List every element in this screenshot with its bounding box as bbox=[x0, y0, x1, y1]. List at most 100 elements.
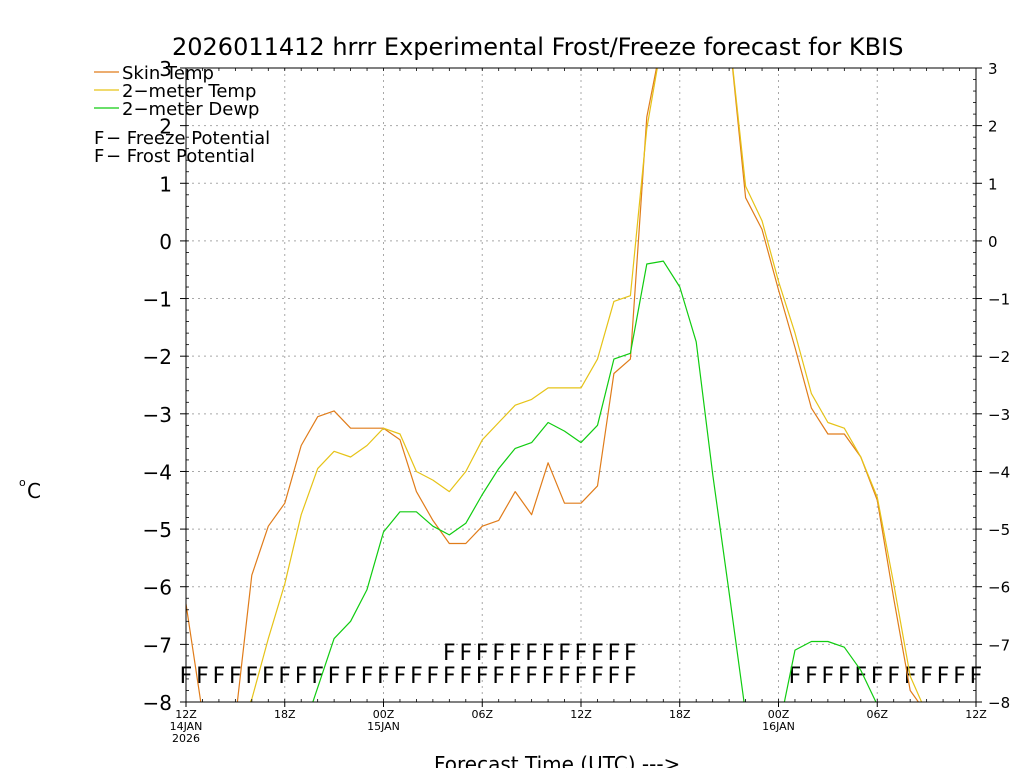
x-tick-label: 12Z bbox=[570, 708, 592, 721]
y-tick-label: −1 bbox=[143, 288, 172, 312]
flag-letter: F bbox=[558, 641, 571, 666]
flag-letter: F bbox=[295, 664, 308, 689]
y-tick-label-right: −1 bbox=[988, 291, 1010, 309]
grid-lines bbox=[186, 68, 976, 702]
flag-letter: F bbox=[262, 664, 275, 689]
y-tick-label: −6 bbox=[143, 576, 172, 600]
flag-letter: F bbox=[229, 664, 242, 689]
x-tick-sublabel: 2026 bbox=[172, 732, 200, 745]
series-line-1 bbox=[249, 68, 923, 702]
x-tick-label: 06Z bbox=[866, 708, 888, 721]
legend-label: 2−meter Dewp bbox=[122, 99, 259, 120]
y-tick-label-right: 3 bbox=[988, 60, 998, 78]
flag-letter: F bbox=[591, 664, 604, 689]
flag-letter: F bbox=[542, 664, 555, 689]
flag-letter: F bbox=[937, 664, 950, 689]
y-tick-label-right: −3 bbox=[988, 406, 1010, 424]
x-tick-label: 12Z bbox=[965, 708, 987, 721]
flag-letter: F bbox=[854, 664, 867, 689]
flag-letter: F bbox=[410, 664, 423, 689]
flag-letter: F bbox=[525, 641, 538, 666]
x-tick-label: 12Z bbox=[175, 708, 197, 721]
y-tick-label-right: 2 bbox=[988, 118, 998, 136]
series-line-2 bbox=[312, 260, 877, 702]
flag-letter: F bbox=[591, 641, 604, 666]
legend-flag-label: − Frost Potential bbox=[106, 146, 255, 167]
flag-letter: F bbox=[196, 664, 209, 689]
flag-letter: F bbox=[575, 664, 588, 689]
flag-letter: F bbox=[476, 641, 489, 666]
flag-letter: F bbox=[492, 664, 505, 689]
flag-letter: F bbox=[805, 664, 818, 689]
y-axis: −8 −8 −7 −7 −6 −6 −5 −5 −4 −4 −3 −3 −2 −2 −1 −1 0 0 1 1 2 2 3 3 bbox=[143, 57, 1011, 715]
y-tick-label: −5 bbox=[143, 518, 172, 542]
flag-letter: F bbox=[361, 664, 374, 689]
flag-letter: F bbox=[459, 641, 472, 666]
flag-letter: F bbox=[443, 641, 456, 666]
flag-letter: F bbox=[492, 641, 505, 666]
x-tick-label: 00Z bbox=[373, 708, 395, 721]
legend-label: Skin Temp bbox=[122, 63, 214, 84]
x-tick-sublabel: 14JAN bbox=[170, 720, 203, 733]
legend-flag-label: − Freeze Potential bbox=[106, 128, 270, 149]
flag-letter: F bbox=[542, 641, 555, 666]
x-tick-label: 00Z bbox=[768, 708, 790, 721]
flag-letter: F bbox=[246, 664, 259, 689]
flag-letter: F bbox=[624, 664, 637, 689]
flag-letter: F bbox=[311, 664, 324, 689]
flag-letter: F bbox=[920, 664, 933, 689]
y-tick-label: 2 bbox=[159, 115, 172, 139]
flag-letter: F bbox=[953, 664, 966, 689]
y-tick-label-right: −5 bbox=[988, 521, 1010, 539]
chart-title: 2026011412 hrrr Experimental Frost/Freez… bbox=[172, 33, 903, 61]
x-tick-label: 18Z bbox=[274, 708, 296, 721]
x-tick-label: 06Z bbox=[471, 708, 493, 721]
y-tick-label: −3 bbox=[143, 403, 172, 427]
plot-frame bbox=[185, 67, 977, 703]
y-tick-label-right: −7 bbox=[988, 636, 1010, 654]
flag-letter: F bbox=[377, 664, 390, 689]
flag-letter: F bbox=[575, 641, 588, 666]
x-tick-sublabel: 15JAN bbox=[367, 720, 400, 733]
flag-letter: F bbox=[443, 664, 456, 689]
legend-flag-letter: F bbox=[94, 128, 104, 149]
series-line-0 bbox=[186, 68, 920, 702]
flag-letter: F bbox=[624, 641, 637, 666]
flag-letter: F bbox=[344, 664, 357, 689]
flag-letter: F bbox=[608, 641, 621, 666]
y-tick-label: 0 bbox=[159, 230, 172, 254]
flag-letter: F bbox=[394, 664, 407, 689]
y-axis-label-degree: o bbox=[19, 476, 26, 489]
flag-letter: F bbox=[509, 664, 522, 689]
flag-letter: F bbox=[328, 664, 341, 689]
flag-letter: F bbox=[427, 664, 440, 689]
flag-letter: F bbox=[476, 664, 489, 689]
legend-label: 2−meter Temp bbox=[122, 81, 256, 102]
y-tick-label-right: −8 bbox=[988, 694, 1010, 712]
flag-letter: F bbox=[213, 664, 226, 689]
flag-letter: F bbox=[608, 664, 621, 689]
y-tick-label-right: 0 bbox=[988, 233, 998, 251]
y-axis-label: C bbox=[27, 479, 41, 503]
y-tick-label-right: −6 bbox=[988, 579, 1010, 597]
y-tick-label: 1 bbox=[159, 172, 172, 196]
y-tick-label: 3 bbox=[159, 57, 172, 81]
y-tick-label: −7 bbox=[143, 633, 172, 657]
y-tick-label: −2 bbox=[143, 345, 172, 369]
flag-letter: F bbox=[789, 664, 802, 689]
flag-rows: F F F F F F F F F F F FF F F F F F F F F F F F F F F F F F F F F F F F F F F F… bbox=[180, 641, 983, 689]
flag-letter: F bbox=[509, 641, 522, 666]
flag-letter: F bbox=[822, 664, 835, 689]
flag-letter: F bbox=[459, 664, 472, 689]
flag-letter: F bbox=[558, 664, 571, 689]
y-tick-label: −4 bbox=[143, 460, 172, 484]
y-tick-label-right: −4 bbox=[988, 463, 1010, 481]
flag-letter: F bbox=[525, 664, 538, 689]
series-lines bbox=[186, 68, 923, 702]
flag-letter: F bbox=[871, 664, 884, 689]
flag-letter: F bbox=[838, 664, 851, 689]
flag-letter: F bbox=[278, 664, 291, 689]
